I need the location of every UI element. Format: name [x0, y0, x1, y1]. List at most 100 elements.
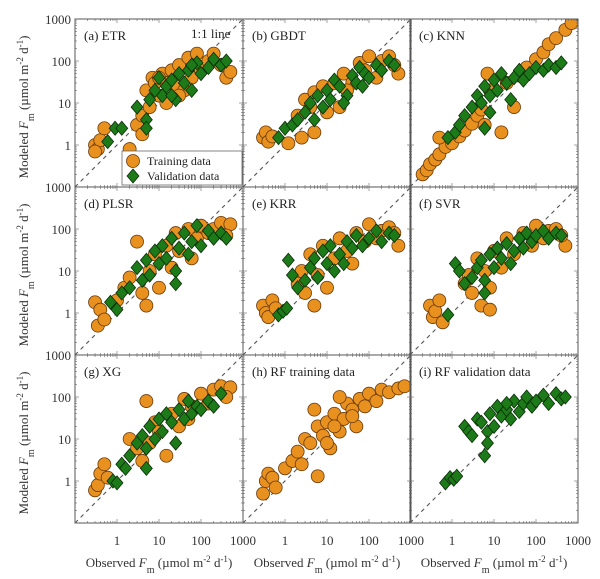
- points-f: [423, 218, 573, 330]
- training-point: [290, 444, 305, 459]
- validation-point: [177, 225, 191, 241]
- panel-e: (e) KRR: [242, 186, 412, 356]
- validation-point: [458, 108, 472, 124]
- training-point: [281, 136, 296, 151]
- training-point: [268, 480, 283, 495]
- validation-point: [316, 99, 330, 115]
- panel-title: (f) SVR: [419, 196, 461, 211]
- validation-point: [483, 104, 497, 120]
- panel-f: (f) SVR: [409, 186, 579, 356]
- x-axis-title: Observed Fm (µmol m-2 d-1): [421, 554, 568, 576]
- panel-g: (g) XG: [74, 354, 244, 524]
- validation-point: [101, 134, 115, 150]
- training-point: [327, 419, 342, 434]
- training-point: [397, 379, 411, 394]
- validation-point: [139, 460, 153, 476]
- y-tick-label: 100: [52, 222, 72, 237]
- panel-title: (a) ETR: [84, 28, 127, 43]
- validation-point: [155, 423, 169, 440]
- validation-point: [504, 255, 518, 272]
- validation-point: [490, 82, 504, 98]
- validation-point: [155, 238, 169, 254]
- x-tick-label: 10: [321, 533, 334, 548]
- validation-point: [159, 250, 173, 266]
- x-tick-label: 1000: [398, 533, 424, 548]
- validation-point: [115, 120, 129, 136]
- training-point: [391, 238, 406, 253]
- training-point: [97, 457, 112, 472]
- validation-point: [558, 389, 572, 405]
- panel-title: (d) PLSR: [84, 196, 134, 211]
- validation-point: [165, 414, 179, 430]
- training-point: [345, 409, 360, 424]
- validation-point: [554, 55, 568, 71]
- panel-h: (h) RF training data: [242, 354, 412, 524]
- validation-point: [143, 92, 157, 108]
- y-tick-label: 1: [65, 138, 72, 153]
- validation-point: [110, 302, 124, 318]
- points-g: [88, 379, 238, 498]
- panel-title: (e) KRR: [252, 196, 297, 211]
- training-point: [483, 302, 497, 317]
- validation-point: [303, 95, 317, 111]
- validation-point: [337, 255, 351, 272]
- training-point: [294, 457, 309, 472]
- training-point: [194, 386, 208, 401]
- validation-point: [181, 393, 195, 409]
- validation-point: [483, 406, 497, 422]
- validation-point: [441, 307, 455, 323]
- validation-point: [307, 250, 321, 266]
- y-axis-title: Modeled Fm (µmol m-2 d-1): [15, 372, 37, 515]
- training-point: [307, 125, 322, 140]
- training-point: [139, 394, 154, 408]
- validation-point: [152, 70, 166, 86]
- training-point: [303, 436, 318, 450]
- training-point: [432, 293, 447, 308]
- validation-point: [494, 66, 508, 82]
- validation-point: [185, 82, 199, 98]
- validation-point: [542, 395, 556, 412]
- validation-point: [143, 418, 157, 434]
- validation-point: [148, 82, 162, 98]
- validation-point: [387, 227, 401, 244]
- panel-b: (b) GBDT: [242, 18, 412, 188]
- validation-point: [207, 398, 221, 414]
- validation-point: [165, 230, 179, 246]
- validation-point: [458, 276, 472, 292]
- x-tick-label: 10: [153, 533, 166, 548]
- validation-point: [481, 435, 494, 451]
- validation-point: [478, 448, 492, 464]
- validation-point: [494, 250, 508, 266]
- validation-point: [483, 246, 497, 262]
- training-point: [152, 280, 166, 295]
- points-i: [439, 386, 572, 491]
- points-e: [256, 217, 406, 324]
- validation-point: [123, 280, 137, 296]
- y-tick-label: 1000: [45, 180, 71, 195]
- panel-title: (i) RF validation data: [419, 364, 531, 379]
- one-to-one-label: 1:1 line: [191, 26, 231, 41]
- training-point: [130, 234, 144, 249]
- validation-point: [280, 300, 294, 316]
- validation-point: [130, 260, 144, 276]
- validation-point: [349, 227, 363, 244]
- x-tick-label: 100: [526, 533, 546, 548]
- validation-point: [172, 402, 186, 418]
- validation-point: [272, 129, 285, 146]
- points-d: [88, 215, 238, 333]
- validation-point: [474, 95, 488, 111]
- validation-point: [194, 238, 208, 254]
- validation-point: [219, 230, 233, 246]
- validation-point: [135, 428, 149, 444]
- validation-point: [337, 95, 351, 111]
- validation-point: [214, 386, 228, 402]
- y-tick-label: 1: [65, 306, 72, 321]
- validation-point: [281, 252, 295, 268]
- validation-point: [323, 238, 337, 254]
- validation-point: [139, 120, 153, 136]
- validation-point: [169, 276, 183, 292]
- training-point: [223, 65, 238, 79]
- validation-point: [520, 225, 534, 241]
- validation-point: [375, 62, 389, 78]
- validation-point: [487, 418, 501, 434]
